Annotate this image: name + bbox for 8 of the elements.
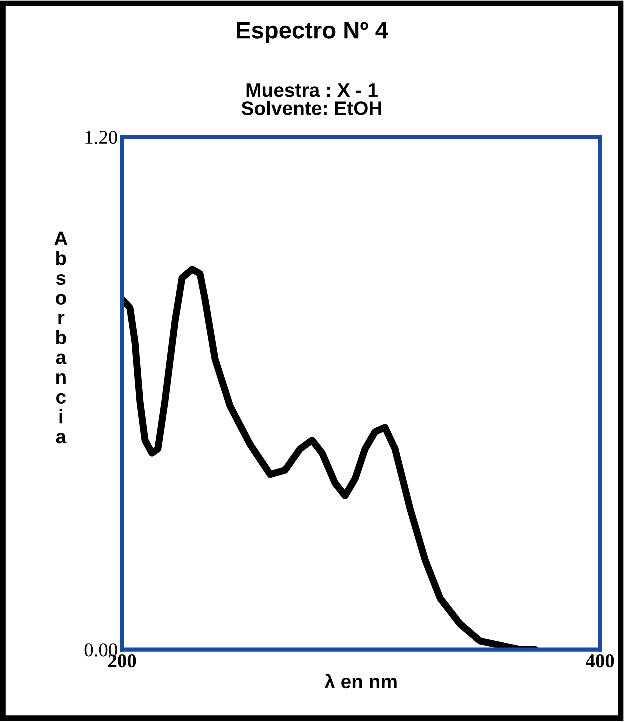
text: Absorbancia [54, 232, 68, 444]
chart-subtitle: Muestra : X - 1 Solvente: EtOH [242, 84, 382, 116]
x-tick-label: 200 [108, 654, 136, 668]
y-tick-label: 0.00 [84, 644, 118, 657]
y-tick-label: 1.20 [86, 130, 118, 144]
x-tick-label: 400 [586, 654, 614, 668]
chart-title: Espectro Nº 4 [237, 22, 388, 44]
x-axis-title: λ en nm [324, 674, 397, 689]
